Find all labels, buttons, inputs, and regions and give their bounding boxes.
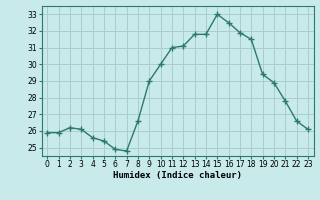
X-axis label: Humidex (Indice chaleur): Humidex (Indice chaleur) (113, 171, 242, 180)
